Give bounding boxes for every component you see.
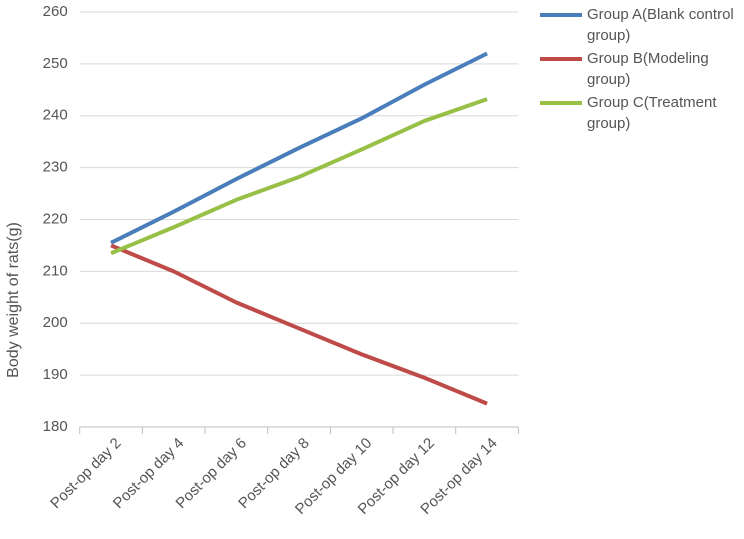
y-tick-label: 240: [43, 107, 68, 124]
legend-label: Group A(Blank control group): [587, 6, 734, 44]
series-line: [110, 243, 488, 406]
legend-entry: Group A(Blank control group): [540, 4, 740, 46]
y-tick-label: 220: [43, 210, 68, 227]
legend-label: Group B(Modeling group): [587, 50, 709, 88]
y-tick-label: 230: [43, 159, 68, 176]
series-line: [110, 97, 488, 256]
legend-swatch: [540, 57, 582, 61]
y-tick-label: 210: [43, 262, 68, 279]
legend-swatch: [540, 101, 582, 105]
legend-swatch: [540, 13, 582, 17]
y-tick-label: 250: [43, 55, 68, 72]
y-tick-label: 180: [43, 418, 68, 435]
y-axis-title: Body weight of rats(g): [5, 222, 22, 378]
legend-label: Group C(Treatment group): [587, 94, 717, 132]
y-tick-label: 260: [43, 3, 68, 20]
legend-entry: Group C(Treatment group): [540, 92, 740, 134]
series-line: [110, 51, 488, 245]
legend-entry: Group B(Modeling group): [540, 48, 740, 90]
y-tick-label: 200: [43, 314, 68, 331]
legend: Group A(Blank control group) Group B(Mode…: [540, 4, 740, 136]
y-tick-label: 190: [43, 366, 68, 383]
